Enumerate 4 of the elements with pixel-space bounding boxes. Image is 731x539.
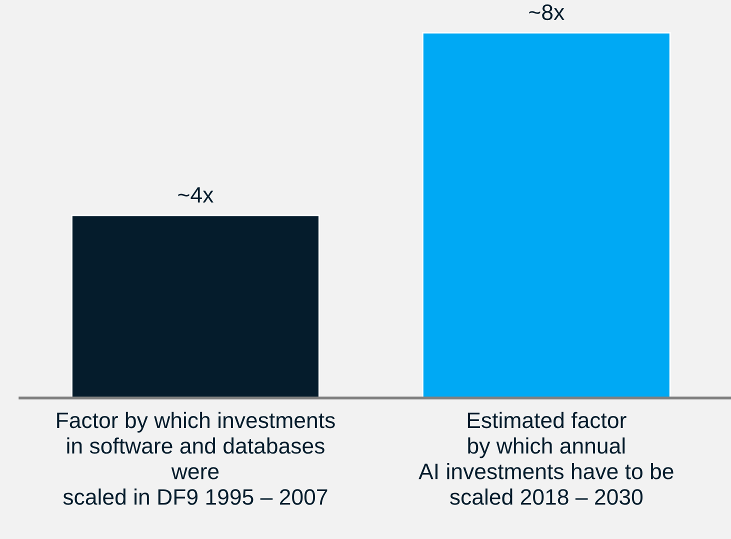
x-tick-label: Estimated factor by which annual AI investments have to be scaled 2018 – 2030 [418,412,674,505]
data-label: ~4x [178,187,214,202]
data-label: ~8x [529,4,564,20]
x-tick-label: Factor by which investments in software and databases were scaled in DF9 1995 – 2007 [57,412,335,505]
